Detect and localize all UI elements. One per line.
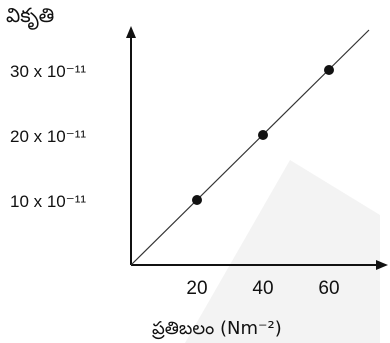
y-tick-label-20: 20 x 10⁻¹¹ <box>10 127 86 146</box>
x-tick-label-60: 60 <box>318 278 339 299</box>
data-point-2 <box>258 130 268 140</box>
y-axis-label: వికృతి <box>6 3 54 30</box>
x-tick-label-20: 20 <box>186 278 207 299</box>
y-tick-label-30: 30 x 10⁻¹¹ <box>10 62 86 81</box>
watermark-shape <box>185 160 380 343</box>
x-tick-label-40: 40 <box>252 278 273 299</box>
y-tick-label-10: 10 x 10⁻¹¹ <box>10 192 86 211</box>
y-tick-labels: 10 x 10⁻¹¹ 20 x 10⁻¹¹ 30 x 10⁻¹¹ <box>10 62 86 211</box>
data-point-3 <box>324 65 334 75</box>
x-tick-labels: 20 40 60 <box>186 278 339 299</box>
data-points <box>192 65 334 205</box>
x-axis-arrow-icon <box>376 260 388 270</box>
data-point-1 <box>192 195 202 205</box>
x-axis-label: ప్రతిబలం (Nm⁻²) <box>152 318 282 340</box>
y-axis-arrow-icon <box>126 26 136 38</box>
